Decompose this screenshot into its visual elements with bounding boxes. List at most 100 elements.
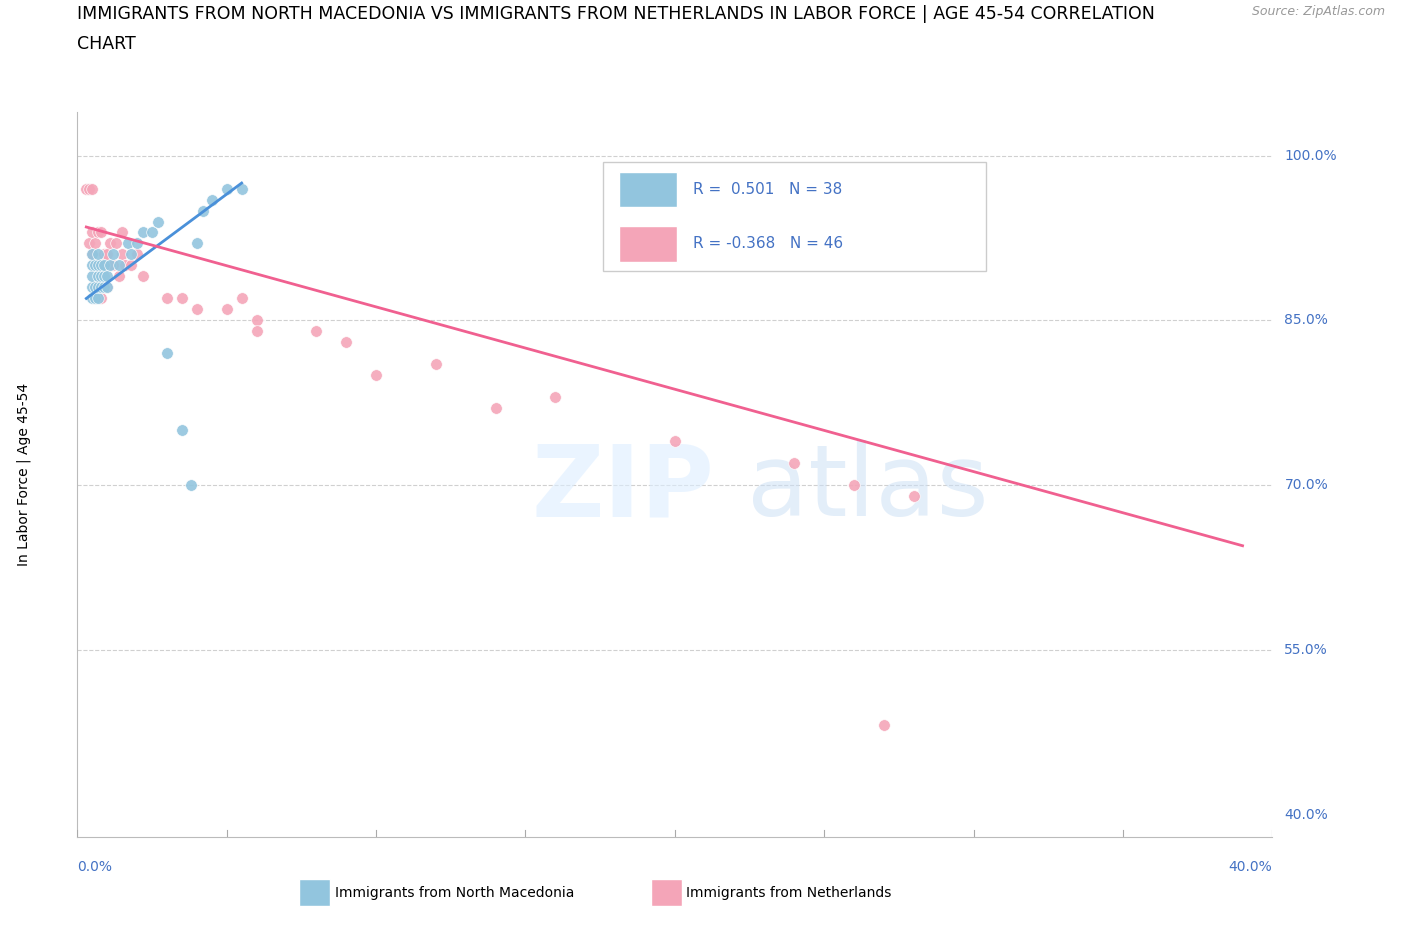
Point (111, 247, 134, 262)
Point (305, 324, 328, 339)
Point (84, 291, 107, 306)
Point (191, 203, 214, 218)
Point (82, 247, 104, 262)
Text: 70.0%: 70.0% (1285, 478, 1329, 492)
Text: R = -0.368   N = 46: R = -0.368 N = 46 (693, 236, 844, 251)
Point (132, 269, 155, 284)
Point (170, 291, 193, 306)
Point (82, 225, 104, 240)
Point (96, 269, 118, 284)
Point (93, 258, 115, 272)
Point (82, 291, 104, 306)
Point (79, 181, 101, 196)
Point (215, 181, 238, 196)
Point (96, 280, 118, 295)
Point (82, 181, 104, 196)
Point (87, 225, 110, 240)
Point (93, 269, 115, 284)
Text: 100.0%: 100.0% (1285, 149, 1337, 163)
Point (246, 313, 269, 328)
FancyBboxPatch shape (619, 172, 678, 207)
Text: ZIP: ZIP (531, 440, 714, 538)
Point (96, 247, 118, 262)
Point (96, 280, 118, 295)
Point (146, 214, 169, 229)
Point (111, 225, 134, 240)
Point (215, 302, 238, 317)
Point (120, 258, 142, 272)
Point (98, 258, 121, 272)
Point (127, 247, 149, 262)
Point (90, 280, 112, 295)
Point (132, 225, 155, 240)
Point (246, 324, 269, 339)
Point (186, 302, 208, 317)
Point (87, 247, 110, 262)
Point (120, 247, 142, 262)
Point (79, 236, 101, 251)
Point (82, 269, 104, 284)
Text: 0.0%: 0.0% (77, 860, 112, 874)
Point (170, 423, 193, 438)
Text: Source: ZipAtlas.com: Source: ZipAtlas.com (1251, 5, 1385, 18)
Point (82, 258, 104, 272)
Point (141, 225, 163, 240)
Point (544, 390, 567, 405)
Point (90, 291, 112, 306)
Point (156, 291, 179, 306)
Point (103, 247, 124, 262)
Point (87, 258, 110, 272)
Point (84, 291, 107, 306)
Text: atlas: atlas (747, 440, 988, 538)
Point (180, 478, 202, 493)
Point (87, 258, 110, 272)
Point (108, 269, 131, 284)
Point (98, 236, 121, 251)
Point (231, 181, 253, 196)
Text: Immigrants from North Macedonia: Immigrants from North Macedonia (335, 885, 574, 900)
Text: R =  0.501   N = 38: R = 0.501 N = 38 (693, 182, 842, 197)
Point (117, 236, 139, 251)
Point (82, 247, 104, 262)
Point (87, 269, 110, 284)
Text: 55.0%: 55.0% (1285, 644, 1329, 658)
Point (485, 401, 508, 416)
Point (156, 346, 179, 361)
Point (425, 357, 447, 372)
Text: 85.0%: 85.0% (1285, 313, 1329, 327)
Point (84, 236, 107, 251)
Point (93, 247, 115, 262)
Point (127, 236, 149, 251)
Point (82, 280, 104, 295)
Point (87, 291, 110, 306)
Point (664, 434, 686, 449)
Text: IMMIGRANTS FROM NORTH MACEDONIA VS IMMIGRANTS FROM NETHERLANDS IN LABOR FORCE | : IMMIGRANTS FROM NORTH MACEDONIA VS IMMIG… (77, 5, 1156, 22)
Point (783, 456, 806, 471)
Point (201, 193, 224, 207)
Point (873, 717, 896, 732)
Text: 40.0%: 40.0% (1285, 808, 1329, 822)
Point (84, 258, 107, 272)
Point (87, 280, 110, 295)
FancyBboxPatch shape (619, 226, 678, 261)
Point (903, 489, 925, 504)
Text: In Labor Force | Age 45-54: In Labor Force | Age 45-54 (17, 383, 31, 565)
Point (366, 368, 388, 383)
Point (186, 236, 208, 251)
Point (93, 280, 115, 295)
Point (90, 258, 112, 272)
Point (103, 258, 124, 272)
Text: CHART: CHART (77, 35, 136, 53)
Point (335, 335, 357, 350)
FancyBboxPatch shape (603, 163, 986, 272)
Point (90, 225, 112, 240)
Text: 40.0%: 40.0% (1229, 860, 1272, 874)
Point (84, 280, 107, 295)
Point (844, 478, 866, 493)
Point (105, 236, 128, 251)
Point (231, 291, 253, 306)
Point (90, 269, 112, 284)
Point (90, 258, 112, 272)
Point (93, 280, 115, 295)
Point (114, 258, 136, 272)
